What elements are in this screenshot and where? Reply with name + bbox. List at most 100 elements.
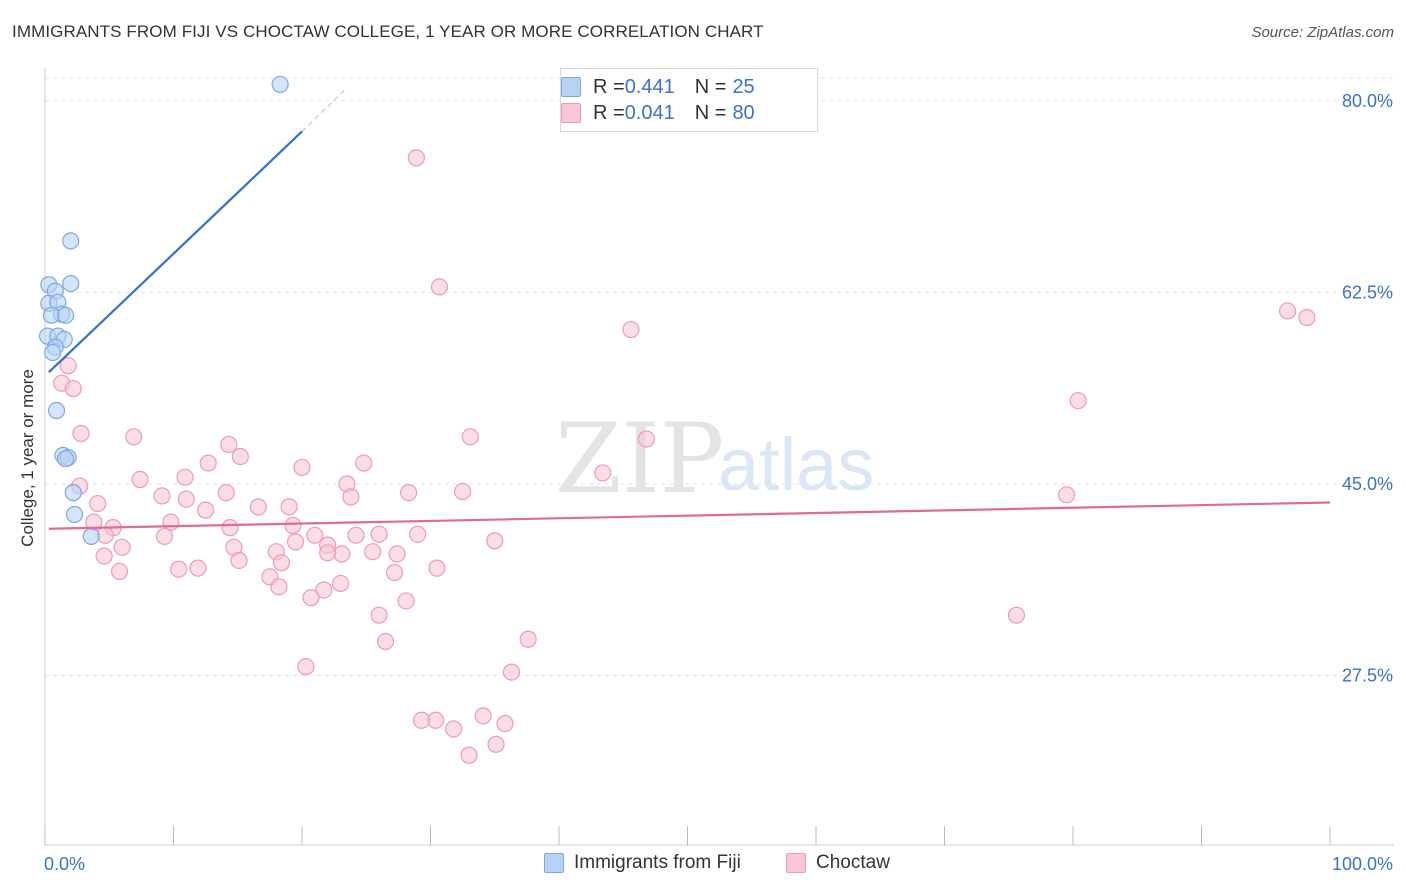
choctaw-point: [217, 484, 235, 502]
choctaw-point: [59, 357, 77, 375]
choctaw-point: [333, 545, 351, 563]
choctaw-point: [355, 454, 373, 472]
choctaw-point: [319, 544, 337, 562]
x-tick-label: 100.0%: [1332, 854, 1393, 874]
fiji-swatch: [561, 77, 581, 97]
fiji-point: [56, 450, 75, 468]
choctaw-point: [272, 554, 291, 572]
fiji-point: [62, 274, 80, 293]
choctaw-point: [370, 525, 388, 543]
choctaw-point: [170, 560, 188, 578]
choctaw-point: [430, 278, 449, 296]
choctaw-point: [280, 498, 298, 516]
choctaw-point: [306, 526, 324, 544]
choctaw-r-value: 0.041: [624, 101, 675, 124]
choctaw-point: [199, 454, 217, 472]
y-tick-label: 62.5%: [1342, 282, 1393, 302]
watermark-zip: ZIP: [555, 403, 724, 515]
choctaw-point: [1298, 308, 1316, 327]
choctaw-point: [445, 720, 463, 738]
choctaw-point: [388, 545, 406, 563]
choctaw-point: [622, 320, 640, 339]
choctaw-n-label: N =: [694, 101, 727, 124]
choctaw-point: [113, 538, 131, 556]
fiji-point: [56, 306, 75, 324]
choctaw-point: [221, 519, 239, 537]
choctaw-point: [220, 435, 238, 454]
choctaw-legend-label: Choctaw: [816, 852, 890, 873]
choctaw-point: [162, 513, 180, 531]
fiji-point: [65, 505, 84, 524]
choctaw-n-value: 80: [732, 101, 755, 124]
choctaw-point: [474, 707, 492, 725]
choctaw-point: [400, 484, 418, 502]
choctaw-point: [370, 606, 388, 624]
choctaw-point: [461, 428, 479, 446]
choctaw-point: [153, 487, 171, 505]
choctaw-point: [519, 630, 537, 648]
choctaw-point: [502, 663, 521, 681]
choctaw-point: [1278, 302, 1297, 320]
legend-item-choctaw: Choctaw: [786, 852, 890, 874]
choctaw-point: [385, 563, 404, 582]
choctaw-point: [302, 589, 320, 607]
choctaw-point: [293, 458, 311, 477]
y-tick-label: 80.0%: [1342, 91, 1393, 111]
fiji-point: [64, 484, 82, 502]
fiji-point: [47, 401, 66, 420]
fiji-point: [44, 343, 62, 362]
choctaw-point: [496, 714, 514, 733]
source-label: Source: ZipAtlas.com: [1251, 24, 1394, 41]
choctaw-point: [428, 559, 446, 577]
legend-item-fiji: Immigrants from Fiji: [544, 852, 741, 874]
choctaw-point: [249, 498, 267, 516]
choctaw-point: [454, 482, 472, 501]
choctaw-point: [125, 428, 143, 446]
choctaw-point: [637, 430, 655, 448]
choctaw-point: [397, 592, 415, 610]
choctaw-point: [189, 559, 207, 577]
choctaw-point: [1069, 392, 1087, 410]
choctaw-point: [284, 516, 302, 535]
fiji-n-value: 25: [732, 75, 755, 98]
choctaw-point: [364, 543, 382, 561]
choctaw-point: [131, 470, 149, 489]
choctaw-r-label: R =: [593, 101, 625, 124]
choctaw-point: [1057, 486, 1076, 504]
fiji-r-value: 0.441: [624, 75, 675, 98]
fiji-r-label: R =: [593, 75, 625, 98]
choctaw-point: [594, 464, 612, 482]
y-tick-label: 27.5%: [1342, 665, 1393, 685]
choctaw-point: [1007, 606, 1026, 624]
choctaw-point: [331, 574, 350, 593]
fiji-trend-extension: [301, 87, 348, 132]
choctaw-point: [270, 578, 288, 596]
choctaw-point: [315, 581, 333, 599]
choctaw-point: [231, 447, 249, 466]
chart-title: IMMIGRANTS FROM FIJI VS CHOCTAW COLLEGE,…: [12, 22, 764, 41]
correlation-legend: R = 0.441 N = 25 R = 0.041 N = 80: [560, 68, 818, 132]
choctaw-point: [95, 547, 113, 565]
choctaw-trend-line: [48, 501, 1331, 530]
choctaw-point: [72, 424, 90, 443]
fiji-point: [62, 232, 80, 250]
choctaw-point: [486, 532, 504, 550]
choctaw-legend-swatch: [786, 853, 806, 873]
choctaw-point: [376, 632, 395, 651]
choctaw-point: [409, 525, 427, 543]
choctaw-point: [286, 533, 305, 551]
x-tick-label: 0.0%: [44, 854, 85, 874]
choctaw-point: [412, 711, 431, 729]
choctaw-point: [89, 494, 107, 513]
series-legend: Immigrants from Fiji Choctaw: [0, 852, 1406, 878]
choctaw-point: [176, 468, 194, 486]
choctaw-point: [460, 746, 478, 764]
choctaw-point: [230, 551, 248, 570]
choctaw-point: [342, 488, 360, 506]
fiji-trend-line: [48, 130, 303, 374]
legend-row-choctaw: R = 0.041 N = 80: [561, 101, 755, 125]
choctaw-point: [407, 149, 425, 167]
fiji-point: [271, 75, 289, 94]
fiji-n-label: N =: [694, 75, 727, 98]
choctaw-point: [177, 490, 195, 508]
